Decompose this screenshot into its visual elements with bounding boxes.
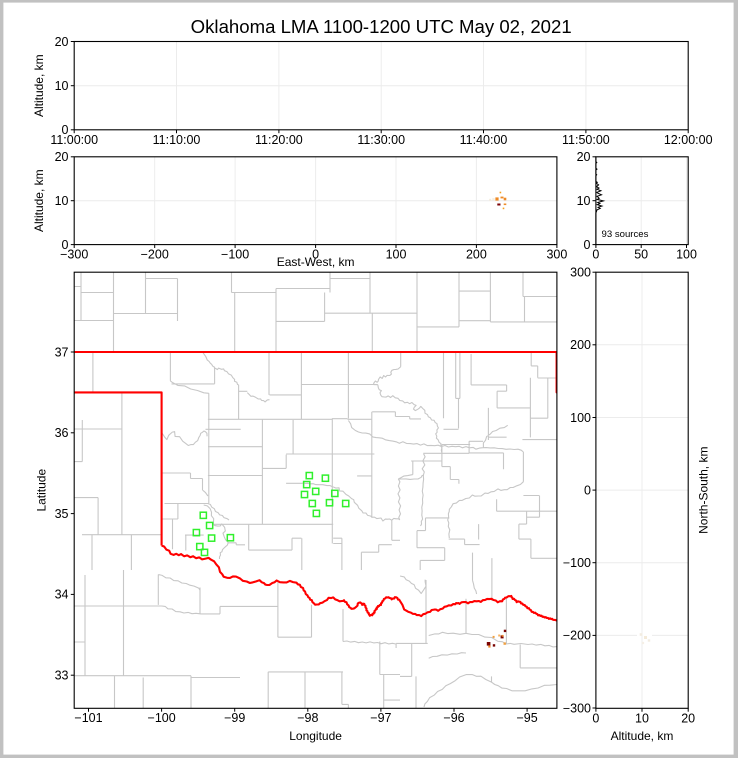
svg-text:Altitude, km: Altitude, km [32,54,46,117]
svg-text:−98: −98 [297,711,318,725]
svg-text:0: 0 [584,483,591,497]
svg-text:−300: −300 [60,248,88,262]
svg-text:11:50:00: 11:50:00 [562,133,610,147]
svg-text:10: 10 [55,79,69,93]
svg-text:0: 0 [312,248,319,262]
svg-text:Latitude: Latitude [35,469,49,512]
svg-text:−96: −96 [443,711,464,725]
svg-text:20: 20 [681,711,695,725]
svg-text:Altitude, km: Altitude, km [32,169,46,232]
svg-text:93 sources: 93 sources [602,229,649,240]
svg-text:100: 100 [570,411,591,425]
svg-text:10: 10 [577,194,591,208]
svg-text:20: 20 [55,35,69,49]
svg-text:300: 300 [570,266,591,280]
svg-text:200: 200 [570,338,591,352]
svg-text:Oklahoma LMA 1100-1200 UTC May: Oklahoma LMA 1100-1200 UTC May 02, 2021 [191,16,572,37]
svg-text:200: 200 [466,248,487,262]
svg-text:12:00:00: 12:00:00 [664,133,713,147]
svg-text:−200: −200 [563,629,591,643]
svg-text:11:10:00: 11:10:00 [153,133,201,147]
svg-text:11:40:00: 11:40:00 [460,133,508,147]
svg-text:−99: −99 [224,711,245,725]
svg-text:50: 50 [634,248,648,262]
svg-text:0: 0 [62,238,69,252]
svg-text:0: 0 [592,248,599,262]
svg-text:−95: −95 [516,711,537,725]
svg-text:11:20:00: 11:20:00 [255,133,303,147]
svg-text:10: 10 [635,711,649,725]
svg-text:−200: −200 [141,248,169,262]
svg-text:−101: −101 [74,711,102,725]
svg-text:−97: −97 [370,711,391,725]
svg-text:100: 100 [676,248,697,262]
svg-text:20: 20 [577,150,591,164]
svg-text:300: 300 [546,248,567,262]
svg-text:−100: −100 [221,248,249,262]
svg-text:0: 0 [62,123,69,137]
svg-text:Longitude: Longitude [289,729,342,743]
svg-text:North-South, km: North-South, km [697,447,711,534]
svg-text:−300: −300 [563,701,591,715]
svg-text:−100: −100 [148,711,176,725]
svg-text:37: 37 [55,345,69,359]
svg-text:0: 0 [592,711,599,725]
svg-text:20: 20 [55,150,69,164]
svg-text:33: 33 [55,669,69,683]
svg-text:0: 0 [584,238,591,252]
svg-text:10: 10 [55,194,69,208]
svg-text:36: 36 [55,426,69,440]
svg-text:11:00:00: 11:00:00 [50,133,98,147]
svg-text:11:30:00: 11:30:00 [357,133,405,147]
svg-text:100: 100 [386,248,407,262]
svg-text:34: 34 [55,588,69,602]
svg-text:East-West, km: East-West, km [277,255,355,269]
svg-text:35: 35 [55,507,69,521]
svg-text:Altitude, km: Altitude, km [611,729,674,743]
svg-text:−100: −100 [563,556,591,570]
